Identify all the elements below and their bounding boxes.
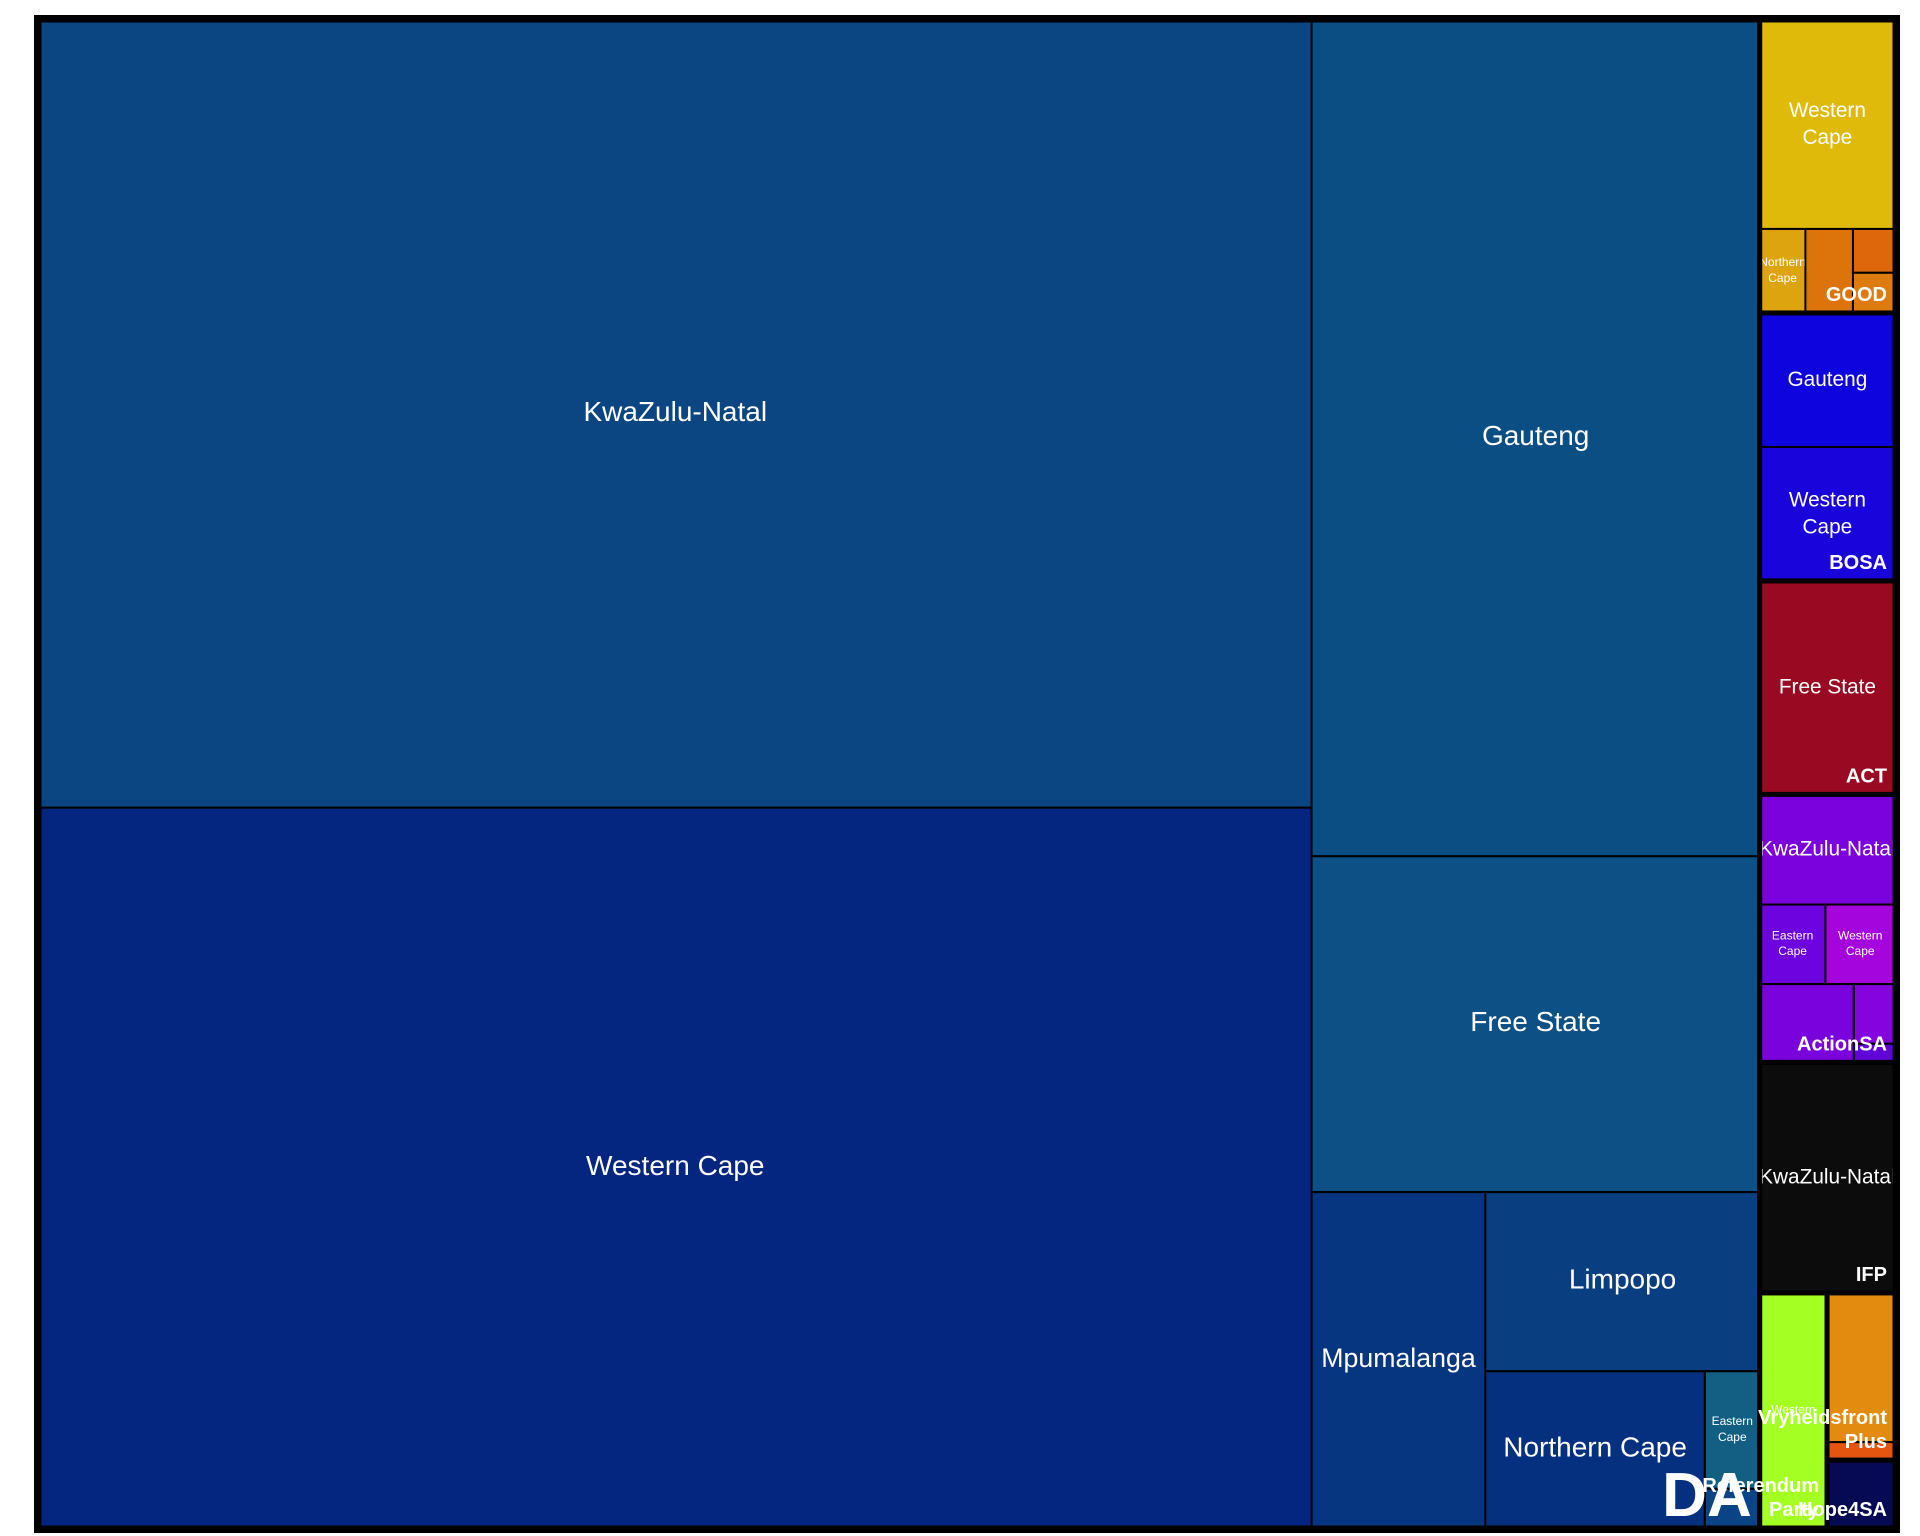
treemap-cell-good-other[interactable]	[1851, 227, 1897, 274]
province-label: Western	[1771, 1403, 1815, 1417]
treemap-cell-hope4sa-other[interactable]	[1826, 1459, 1896, 1530]
party-group-ifp: KwaZulu-Natal IFP	[1757, 1059, 1898, 1296]
party-label-act: ACT	[1846, 765, 1887, 787]
treemap-cell-bosa-western-cape[interactable]	[1758, 445, 1896, 582]
treemap-cell-da-kwazulu-natal[interactable]	[38, 19, 1313, 809]
treemap-cell-good-western-cape[interactable]	[1758, 19, 1896, 230]
province-label: KwaZulu-Natal	[583, 396, 767, 427]
treemap-cell-actionsa-other[interactable]	[1852, 983, 1896, 1045]
province-label: KwaZulu-Natal	[1759, 1165, 1895, 1188]
party-label-da: DA	[1662, 1461, 1752, 1530]
treemap-cell-bosa-gauteng[interactable]	[1758, 311, 1896, 448]
party-group-actionsa: KwaZulu-Natal Eastern Cape Western Cape Actio…	[1757, 791, 1898, 1065]
party-label-ifp: IFP	[1856, 1264, 1887, 1286]
party-label-hope4sa: Hope4SA	[1798, 1499, 1887, 1521]
party-label-referendum-party: Referendum Party	[1702, 1475, 1820, 1521]
province-label: Western Cape	[1789, 98, 1866, 148]
party-group-bosa: Gauteng Western Cape BOSA	[1757, 310, 1898, 584]
party-label-actionsa: ActionSA	[1797, 1033, 1887, 1055]
treemap-cell-da-free-state[interactable]	[1310, 855, 1761, 1194]
treemap-cell-da-other[interactable]	[1703, 1487, 1761, 1529]
province-label: KwaZulu-Natal	[1759, 837, 1895, 860]
province-label: Western Cape	[586, 1150, 764, 1181]
province-label: Gauteng	[1787, 367, 1867, 390]
province-label: Northern Cape	[1503, 1432, 1687, 1463]
province-label: Eastern Cape	[1772, 929, 1813, 959]
party-group-act: Free State ACT	[1757, 578, 1898, 797]
treemap-cell-actionsa-eastern-cape[interactable]	[1758, 903, 1827, 986]
party-group-da: KwaZulu-Natal Western Cape Gauteng Free Sta…	[36, 17, 1763, 1531]
province-label: Free State	[1779, 675, 1876, 698]
treemap-cell-da-limpopo[interactable]	[1484, 1191, 1761, 1373]
treemap-cell-da-western-cape[interactable]	[38, 806, 1313, 1529]
treemap-cell-act-free-state[interactable]	[1758, 579, 1896, 796]
party-label-vryheidsfront-plus: Vryheidsfront Plus	[1758, 1407, 1887, 1453]
province-label: Free State	[1470, 1007, 1601, 1038]
treemap-cell-da-mpumalanga[interactable]	[1310, 1191, 1487, 1530]
treemap-cell-vryheidsfront-plus-other[interactable]	[1826, 1291, 1896, 1444]
party-label-good: GOOD	[1826, 284, 1887, 306]
province-label: Limpopo	[1569, 1264, 1676, 1295]
party-group-good: Western Cape Northern Cape GOOD	[1757, 17, 1898, 316]
province-label: Northern Cape	[1759, 255, 1806, 285]
chart-frame	[34, 15, 1900, 1533]
province-label: Western Cape	[1789, 488, 1866, 538]
treemap-cell-da-eastern-cape[interactable]	[1703, 1370, 1761, 1490]
treemap-cell-actionsa-kwazulu-natal[interactable]	[1758, 793, 1896, 906]
province-label: Eastern Cape	[1712, 1414, 1753, 1444]
province-label: Gauteng	[1482, 421, 1589, 452]
party-label-bosa: BOSA	[1829, 552, 1887, 574]
province-label: Western Cape	[1838, 929, 1882, 959]
province-label: Mpumalanga	[1321, 1343, 1476, 1373]
